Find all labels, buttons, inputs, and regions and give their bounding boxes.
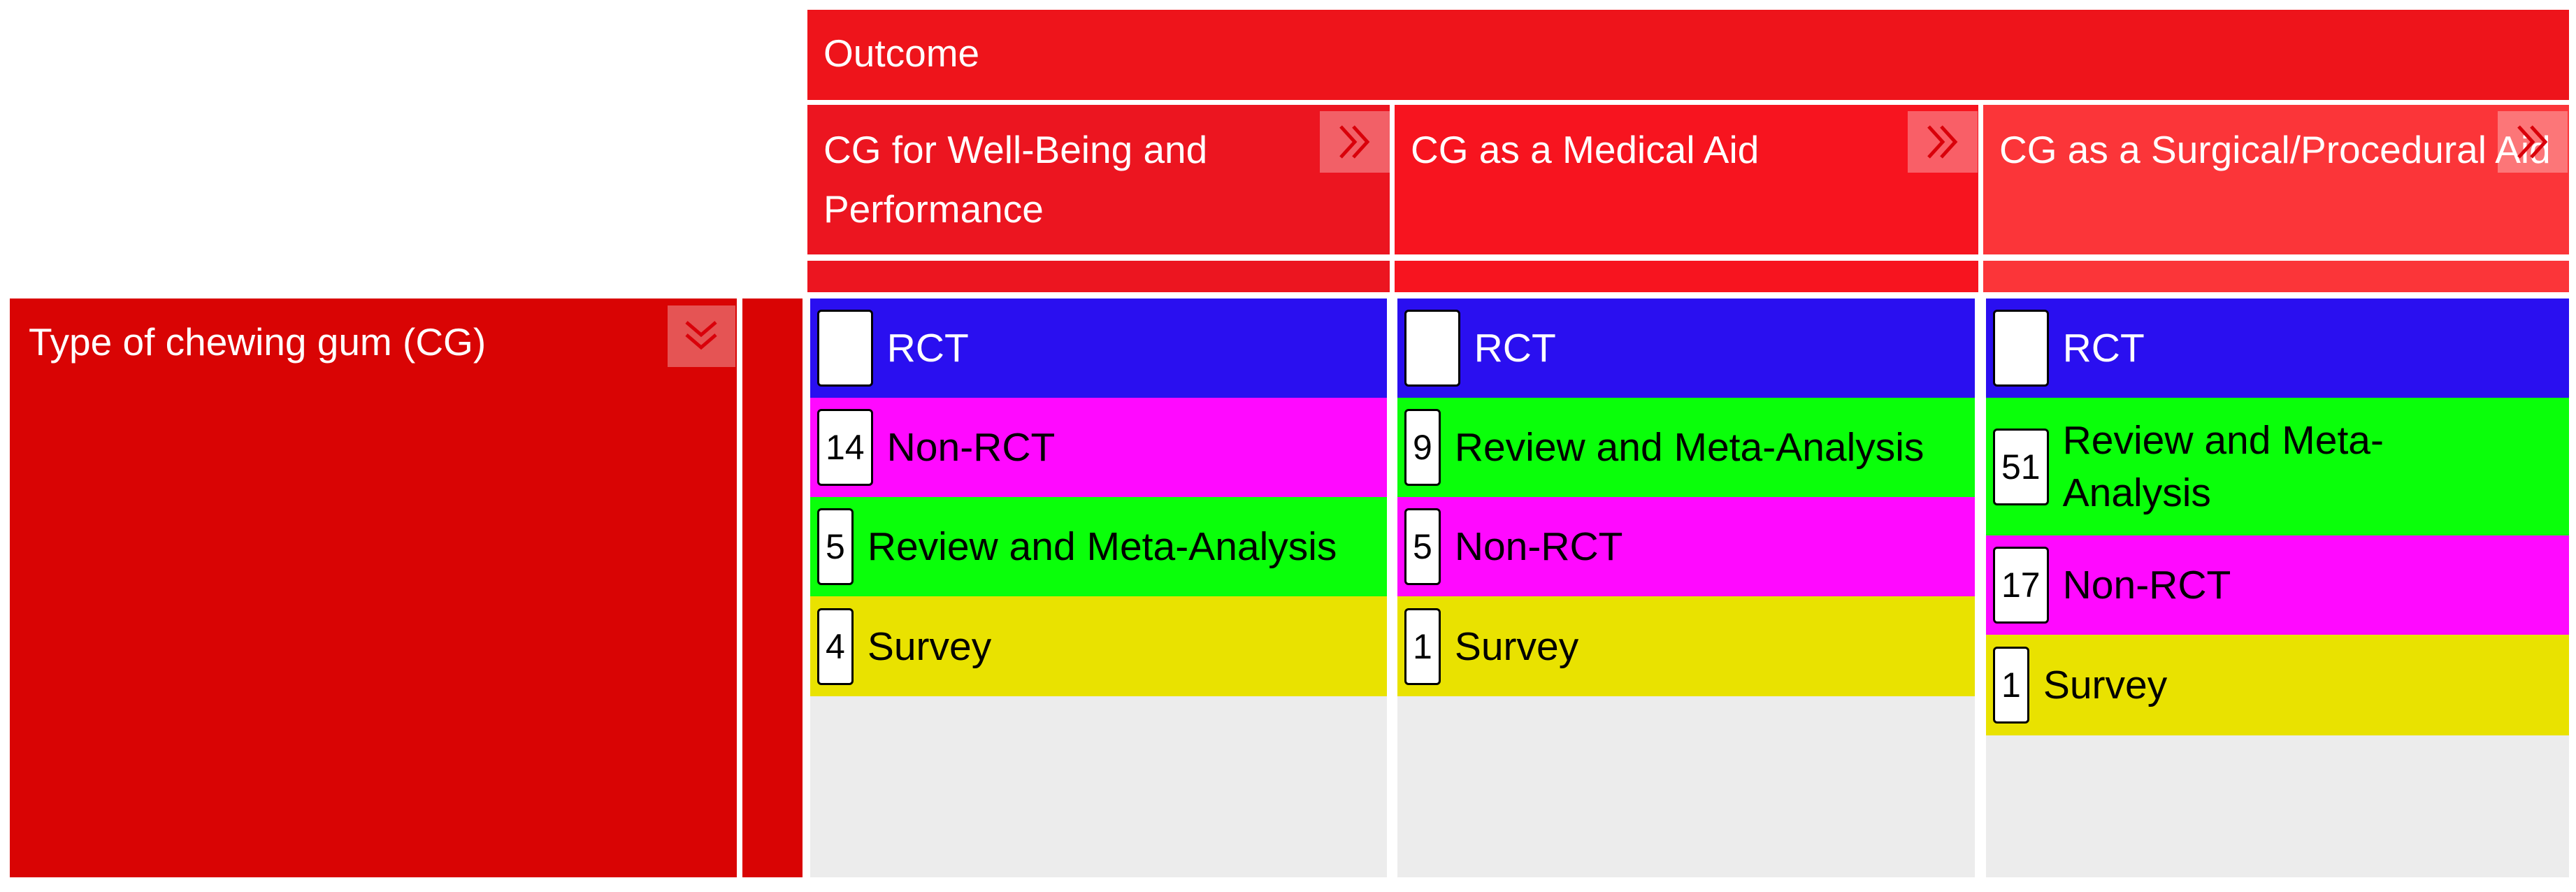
count-badge: 14 — [817, 409, 873, 486]
row-label: Type of chewing gum (CG) — [29, 320, 487, 364]
study-type-bar-non-rct[interactable]: 17 Non-RCT — [1986, 535, 2569, 635]
study-type-bar-rct[interactable]: 88 RCT — [1986, 298, 2569, 398]
expand-column-button[interactable] — [2498, 111, 2568, 173]
study-type-label: RCT — [1474, 326, 1556, 371]
count-badge: 1 — [1993, 647, 2029, 724]
study-type-bar-survey[interactable]: 1 Survey — [1986, 635, 2569, 735]
outcome-header: Outcome — [807, 10, 2569, 100]
study-type-label: Non-RCT — [2062, 563, 2231, 607]
count-badge: 5 — [817, 508, 854, 585]
column-footer-bar — [807, 261, 1390, 292]
count-badge: 42 — [817, 310, 873, 387]
study-type-label: Review and Meta-Analysis — [867, 524, 1337, 569]
column-header-well-being: CG for Well-Being and Performance — [807, 105, 1390, 254]
study-type-label: Review and Meta-Analysis — [1454, 425, 1924, 470]
study-type-bar-rct[interactable]: 25 RCT — [1397, 298, 1975, 398]
count-badge: 9 — [1404, 409, 1441, 486]
study-type-label: Review and Meta-Analysis — [2062, 417, 2384, 515]
column-footer-bar — [1983, 261, 2569, 292]
study-type-bar-survey[interactable]: 4 Survey — [810, 596, 1387, 696]
column-title: CG for Well-Being and Performance — [823, 128, 1208, 231]
study-type-bar-rct[interactable]: 42 RCT — [810, 298, 1387, 398]
study-type-bar-non-rct[interactable]: 5 Non-RCT — [1397, 497, 1975, 596]
column-header-surgical-aid: CG as a Surgical/Procedural Aid — [1983, 105, 2569, 254]
expand-column-button[interactable] — [1908, 111, 1978, 173]
study-type-label: Survey — [1454, 624, 1579, 669]
count-badge: 17 — [1993, 547, 2049, 624]
study-type-bar-review[interactable]: 9 Review and Meta-Analysis — [1397, 398, 1975, 497]
collapse-row-button[interactable] — [668, 305, 735, 367]
count-badge: 25 — [1404, 310, 1460, 387]
double-chevron-right-icon — [1927, 125, 1958, 159]
study-type-bar-non-rct[interactable]: 14 Non-RCT — [810, 398, 1387, 497]
count-badge: 51 — [1993, 428, 2049, 505]
column-header-medical-aid: CG as a Medical Aid — [1395, 105, 1978, 254]
outcome-label: Outcome — [823, 31, 980, 75]
count-badge: 1 — [1404, 607, 1441, 685]
column-footer-bar — [1395, 261, 1978, 292]
row-side-bar — [742, 298, 803, 877]
expand-column-button[interactable] — [1320, 111, 1390, 173]
double-chevron-down-icon — [685, 321, 717, 350]
study-type-label: Non-RCT — [886, 425, 1056, 470]
count-badge: 5 — [1404, 508, 1441, 585]
row-header: Type of chewing gum (CG) — [10, 298, 737, 877]
column-title: CG as a Medical Aid — [1411, 128, 1760, 171]
study-type-label: Survey — [867, 624, 992, 669]
study-type-bar-survey[interactable]: 1 Survey — [1397, 596, 1975, 696]
double-chevron-right-icon — [2517, 125, 2548, 159]
double-chevron-right-icon — [1339, 125, 1370, 159]
column-title: CG as a Surgical/Procedural Aid — [1999, 128, 2551, 171]
study-type-bar-review[interactable]: 5 Review and Meta-Analysis — [810, 497, 1387, 596]
study-type-label: Survey — [2043, 663, 2168, 707]
study-type-label: RCT — [886, 326, 969, 371]
study-type-label: Non-RCT — [1454, 524, 1623, 569]
study-type-bar-review[interactable]: 51 Review and Meta-Analysis — [1986, 398, 2569, 535]
count-badge: 88 — [1993, 310, 2049, 387]
study-type-label: RCT — [2062, 326, 2145, 371]
count-badge: 4 — [817, 607, 854, 685]
